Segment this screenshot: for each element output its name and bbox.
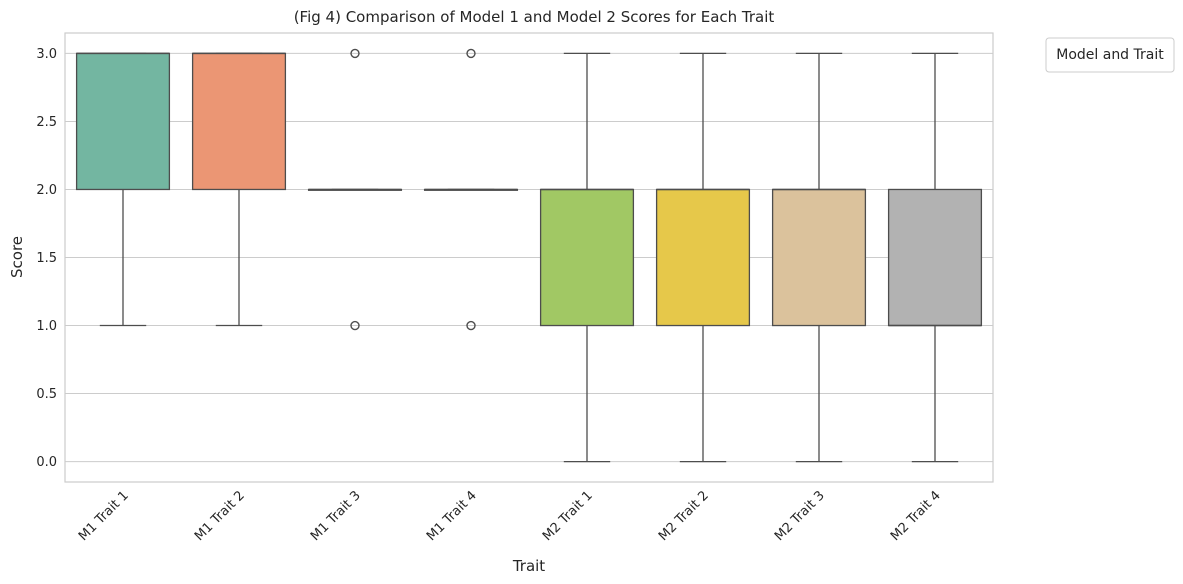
y-tick-label: 3.0 — [36, 47, 57, 62]
y-tick-label: 0.0 — [36, 455, 57, 470]
y-tick-label: 2.5 — [36, 115, 57, 130]
box-6 — [655, 52, 751, 463]
y-tick-label: 0.5 — [36, 387, 57, 402]
legend-frame — [1045, 37, 1175, 73]
y-axis-label: Score — [8, 236, 26, 278]
box-4 — [423, 48, 519, 331]
outlier-point — [466, 48, 476, 59]
y-tick-label: 2.0 — [36, 183, 57, 198]
box-7 — [771, 52, 867, 463]
box-iqr — [75, 52, 171, 191]
y-tick-labels: 0.0 0.5 1.0 1.5 2.0 2.5 3.0 — [36, 47, 57, 470]
box-5 — [539, 52, 635, 463]
outlier-point — [466, 320, 476, 331]
legend-title: Model and Trait — [1056, 47, 1164, 63]
boxes-layer — [75, 48, 983, 463]
box-3 — [307, 48, 403, 331]
box-iqr — [539, 188, 635, 327]
plot-frame — [64, 32, 994, 483]
y-tick-label: 1.5 — [36, 251, 57, 266]
box-8 — [887, 52, 983, 463]
box-1 — [75, 52, 171, 327]
box-iqr — [887, 188, 983, 327]
x-axis-label: Trait — [512, 557, 545, 575]
chart-title: (Fig 4) Comparison of Model 1 and Model … — [294, 8, 775, 26]
y-tick-label: 1.0 — [36, 319, 57, 334]
box-iqr — [655, 188, 751, 327]
box-iqr — [191, 52, 287, 191]
box-2 — [191, 52, 287, 327]
outlier-point — [350, 320, 360, 331]
box-iqr — [771, 188, 867, 327]
legend: Model and Trait — [1045, 37, 1175, 73]
outlier-point — [350, 48, 360, 59]
